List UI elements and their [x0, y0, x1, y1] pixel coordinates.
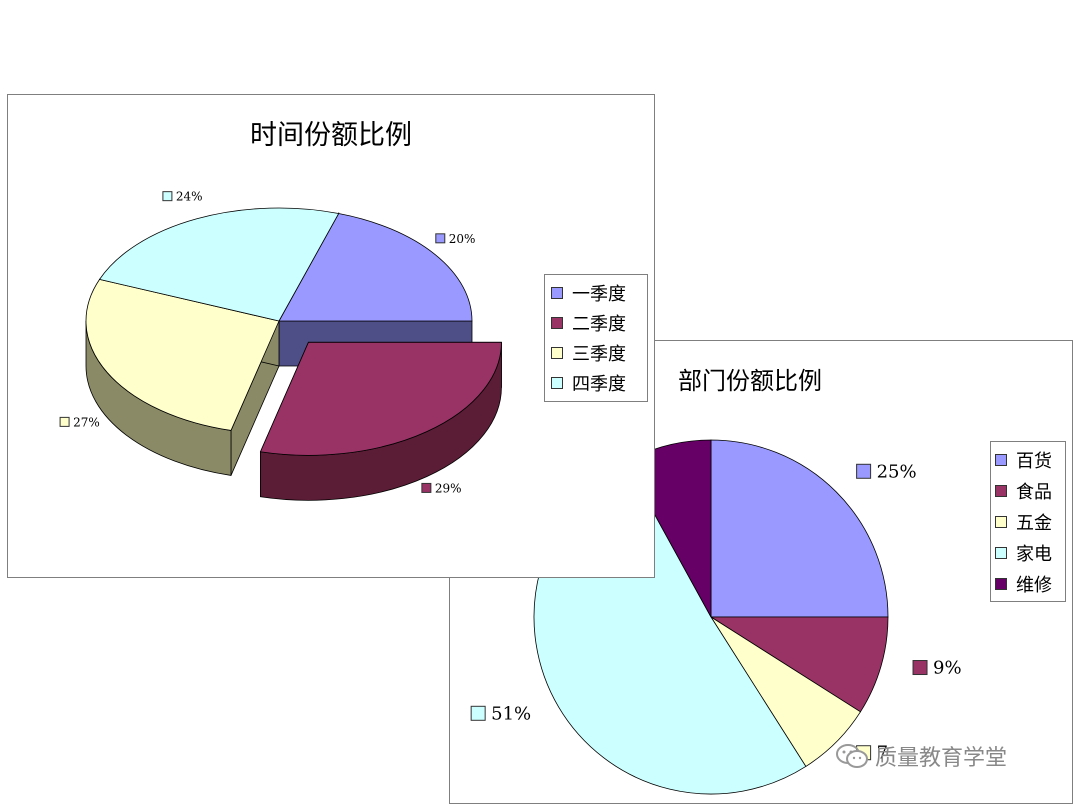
department-legend-item: 家电 — [995, 537, 1061, 568]
legend-label: 二季度 — [572, 314, 626, 335]
pie-slice-一季度 — [278, 213, 473, 322]
legend-swatch — [995, 546, 1007, 559]
data-label: 25% — [856, 461, 917, 482]
legend-swatch — [551, 287, 563, 299]
pie-chart-quarterly: 20% 29% 27% 24% — [59, 190, 502, 501]
legend-label: 一季度 — [572, 284, 626, 305]
legend-label: 百货 — [1016, 450, 1052, 472]
chart-title-department: 部门份额比例 — [678, 367, 822, 395]
quarterly-legend-item: 四季度 — [551, 368, 641, 398]
department-legend-item: 维修 — [995, 568, 1061, 599]
legend-swatch — [995, 515, 1007, 528]
legend-label: 食品 — [1016, 481, 1052, 503]
data-label-text: 9% — [933, 658, 962, 679]
data-label-text: 51% — [491, 703, 531, 724]
wechat-icon — [836, 744, 868, 768]
legend-label: 四季度 — [572, 374, 626, 395]
pie-slice-食品 — [709, 616, 889, 713]
data-label: 9% — [912, 658, 962, 679]
quarterly-legend-item: 一季度 — [551, 278, 641, 308]
data-label: 27% — [59, 415, 100, 429]
data-label-text: 27% — [73, 415, 100, 429]
pie-slice-三季度 — [85, 278, 280, 431]
pie-slice-百货 — [710, 439, 889, 618]
legend-swatch — [995, 484, 1007, 497]
legend-department: 百货食品五金家电维修 — [990, 441, 1066, 602]
data-label-text: 25% — [877, 461, 917, 482]
legend-swatch — [551, 347, 563, 359]
legend-swatch — [995, 453, 1007, 466]
data-label-text: 20% — [449, 232, 476, 246]
data-label: 51% — [470, 703, 531, 724]
pie-slice-四季度 — [98, 207, 340, 322]
data-label-text: 7 — [877, 743, 888, 764]
chart-panel-quarterly: 时间份额比例 20% 29% 27% 24% 一季度二季度三季度四季度 — [7, 94, 655, 578]
legend-label: 三季度 — [572, 344, 626, 365]
data-label: 29% — [421, 481, 462, 495]
quarterly-legend-item: 二季度 — [551, 308, 641, 338]
data-label: 24% — [162, 190, 203, 204]
data-label: 20% — [435, 232, 476, 246]
legend-swatch — [551, 317, 563, 329]
watermark: 质量教育学堂 — [835, 740, 1007, 772]
quarterly-legend-item: 三季度 — [551, 338, 641, 368]
legend-label: 家电 — [1016, 543, 1052, 565]
data-label-text: 29% — [435, 481, 462, 495]
legend-swatch — [551, 377, 563, 389]
legend-label: 维修 — [1016, 574, 1052, 596]
pie-slice-二季度 — [259, 341, 502, 456]
legend-label: 五金 — [1016, 512, 1052, 534]
department-legend-item: 百货 — [995, 444, 1061, 475]
legend-swatch — [995, 577, 1007, 590]
data-label-text: 24% — [176, 190, 203, 204]
chart-title-quarterly: 时间份额比例 — [250, 120, 412, 151]
department-legend-item: 食品 — [995, 475, 1061, 506]
department-legend-item: 五金 — [995, 506, 1061, 537]
watermark-text: 质量教育学堂 — [875, 746, 1008, 771]
legend-quarterly: 一季度二季度三季度四季度 — [544, 274, 648, 402]
